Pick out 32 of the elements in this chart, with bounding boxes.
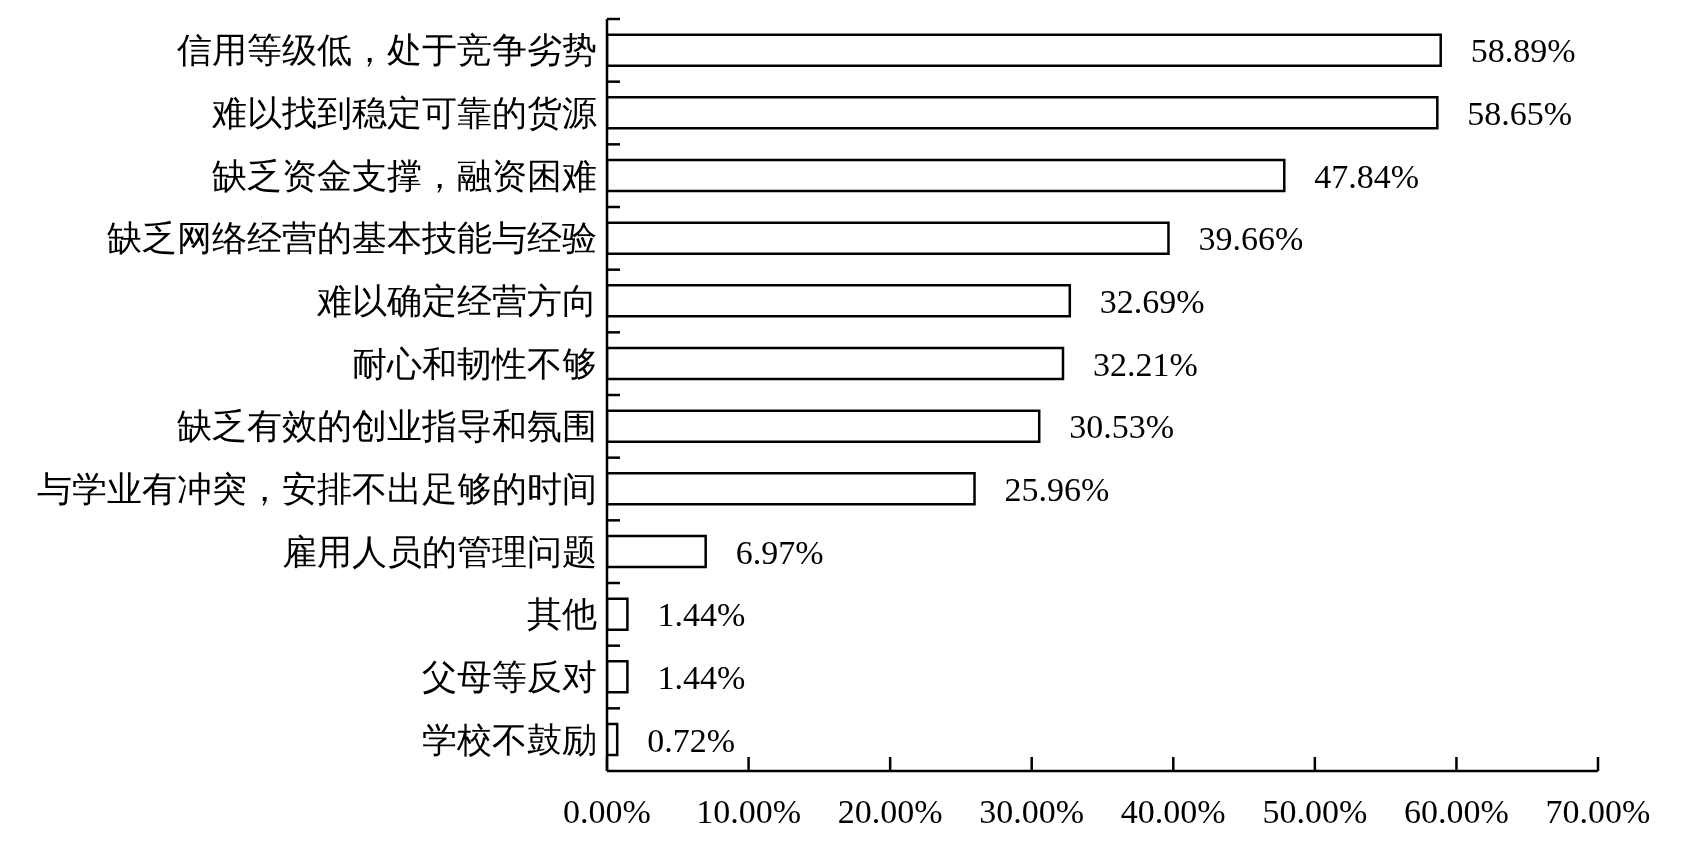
y-tick-label: 学校不鼓励 xyxy=(422,719,597,760)
y-tick-label: 难以确定经营方向 xyxy=(316,281,597,321)
data-label: 32.69% xyxy=(1099,282,1205,320)
x-tick-label: 20.00% xyxy=(837,792,943,830)
data-label: 58.65% xyxy=(1467,94,1573,132)
data-label: 30.53% xyxy=(1069,408,1175,446)
x-tick-label: 0.00% xyxy=(563,792,651,830)
x-tick-label: 10.00% xyxy=(696,792,801,830)
y-tick-label: 耐心和韧性不够 xyxy=(352,343,597,384)
x-tick-label: 40.00% xyxy=(1120,792,1226,830)
x-tick-label: 60.00% xyxy=(1404,792,1509,830)
x-tick-label: 70.00% xyxy=(1545,792,1651,830)
y-tick-label: 信用等级低，处于竞争劣势 xyxy=(177,30,597,71)
data-label: 1.44% xyxy=(657,658,746,696)
data-label: 6.97% xyxy=(735,533,824,571)
y-tick-label: 缺乏资金支撑，融资困难 xyxy=(212,155,597,196)
data-label: 32.21% xyxy=(1093,345,1198,383)
y-tick-label: 其他 xyxy=(527,594,597,635)
y-tick-label: 父母等反对 xyxy=(422,657,597,697)
data-label: 1.44% xyxy=(657,596,746,634)
x-tick-label: 50.00% xyxy=(1262,792,1368,830)
y-tick-label: 雇用人员的管理问题 xyxy=(282,531,597,572)
y-tick-label: 缺乏有效的创业指导和氛围 xyxy=(177,406,597,447)
data-label: 39.66% xyxy=(1198,220,1304,258)
y-tick-label: 与学业有冲突，安排不出足够的时间 xyxy=(37,469,597,509)
x-tick-label: 30.00% xyxy=(979,792,1085,830)
data-label: 0.72% xyxy=(647,721,736,759)
data-label: 25.96% xyxy=(1004,470,1110,508)
y-tick-label: 难以找到稳定可靠的货源 xyxy=(211,93,597,133)
data-label: 47.84% xyxy=(1314,157,1420,195)
data-label: 58.89% xyxy=(1470,32,1576,70)
y-tick-label: 缺乏网络经营的基本技能与经验 xyxy=(107,218,597,259)
